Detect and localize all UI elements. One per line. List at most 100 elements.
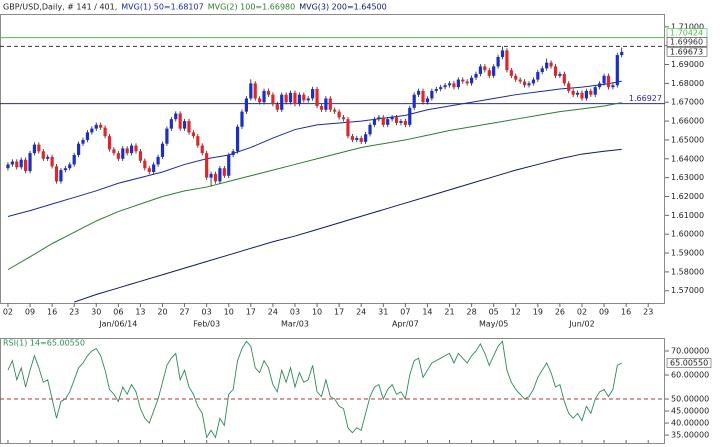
candle-body bbox=[518, 79, 522, 82]
candle-body bbox=[288, 92, 293, 103]
candle-body bbox=[469, 77, 474, 84]
x-tick-label: 02 bbox=[3, 308, 13, 317]
month-label: Feb/03 bbox=[193, 320, 220, 329]
candle-body bbox=[417, 90, 421, 95]
candle-body bbox=[297, 94, 301, 105]
rsi-panel bbox=[0, 338, 665, 444]
x-tick-label: 09 bbox=[599, 308, 609, 317]
candle-body bbox=[522, 81, 527, 86]
candle-body bbox=[54, 166, 59, 182]
candle-body bbox=[461, 79, 465, 82]
rsi-y-tick-label: 40.00000 bbox=[671, 419, 709, 428]
candle-body bbox=[81, 139, 85, 144]
candle-body bbox=[412, 94, 416, 108]
candle-body bbox=[249, 83, 253, 99]
candle-body bbox=[333, 109, 337, 112]
rsi-y-tick-label: 60.00000 bbox=[671, 371, 709, 380]
month-label: May/05 bbox=[479, 320, 508, 329]
x-tick-label: 06 bbox=[113, 308, 123, 317]
level-label-box bbox=[666, 37, 708, 47]
candle-body bbox=[209, 173, 213, 178]
month-label: Mar/03 bbox=[281, 320, 309, 329]
candle-body bbox=[589, 90, 593, 95]
indicator-label: MVG(3) 200=1.64500 bbox=[299, 3, 387, 12]
main-plot bbox=[0, 37, 665, 303]
candle-body bbox=[359, 138, 363, 142]
candle-body bbox=[377, 117, 381, 120]
x-tick-label: 20 bbox=[157, 308, 167, 317]
rsi-y-tick-label: 70.00000 bbox=[671, 346, 709, 355]
candle-body bbox=[328, 98, 332, 110]
y-tick-label: 1.65000 bbox=[671, 135, 704, 144]
candle-body bbox=[346, 119, 350, 137]
candle-body bbox=[156, 156, 160, 165]
x-tick-label: 26 bbox=[555, 308, 565, 317]
moving-average bbox=[74, 148, 622, 303]
labels: MVG(1) 50=1.68107 MVG(2) 100=1.66980 MVG(3… bbox=[3, 3, 712, 443]
candle-body bbox=[231, 151, 235, 156]
candle-body bbox=[500, 50, 505, 57]
y-tick-label: 1.61000 bbox=[671, 211, 704, 220]
candle-body bbox=[235, 126, 240, 152]
candle-body bbox=[620, 51, 624, 56]
x-tick-label: 19 bbox=[533, 308, 543, 317]
candle-body bbox=[6, 164, 10, 169]
candle-body bbox=[421, 90, 425, 103]
candle-body bbox=[24, 159, 28, 172]
x-tick-label: 27 bbox=[179, 308, 189, 317]
y-tick-label: 1.59000 bbox=[671, 249, 704, 258]
candle-body bbox=[443, 85, 447, 88]
candle-body bbox=[41, 151, 45, 159]
rsi-plot bbox=[0, 340, 665, 439]
candle-body bbox=[536, 72, 540, 80]
rsi-line bbox=[7, 340, 622, 439]
y-tick-label: 1.58000 bbox=[671, 267, 704, 276]
x-tick-label: 10 bbox=[312, 308, 322, 317]
level-label: 1.69960 bbox=[670, 37, 703, 46]
candle-body bbox=[103, 127, 107, 137]
candle-body bbox=[37, 144, 41, 152]
moving-average bbox=[7, 102, 622, 271]
indicator-label: MVG(2) 100=1.66980 bbox=[208, 3, 296, 12]
candle-body bbox=[615, 55, 619, 86]
rsi-y-tick-label: 50.00000 bbox=[671, 395, 709, 404]
candle-body bbox=[545, 62, 549, 69]
candle-body bbox=[59, 170, 63, 182]
candle-body bbox=[368, 124, 372, 135]
y-tick-label: 1.67000 bbox=[671, 98, 704, 107]
candle-body bbox=[169, 119, 173, 129]
candle-body bbox=[483, 66, 487, 71]
candle-body bbox=[465, 81, 469, 84]
y-tick-label: 1.60000 bbox=[671, 230, 704, 239]
candle-body bbox=[386, 119, 390, 125]
candle-body bbox=[611, 85, 615, 88]
x-tick-label: 28 bbox=[466, 308, 476, 317]
candle-body bbox=[112, 149, 116, 154]
candle-body bbox=[434, 89, 438, 91]
candle-body bbox=[558, 73, 562, 76]
candle-body bbox=[571, 90, 575, 95]
x-tick-label: 07 bbox=[400, 308, 410, 317]
candle-body bbox=[350, 136, 354, 140]
level-label: 1.66927 bbox=[629, 94, 662, 103]
candle-body bbox=[341, 117, 346, 120]
candle-body bbox=[125, 148, 129, 154]
candle-body bbox=[116, 153, 120, 159]
candle-body bbox=[165, 128, 169, 144]
y-tick-label: 1.63000 bbox=[671, 173, 704, 182]
x-tick-label: 24 bbox=[356, 308, 366, 317]
x-tick-label: 17 bbox=[246, 308, 256, 317]
candle-body bbox=[319, 105, 324, 110]
candle-body bbox=[284, 94, 288, 103]
candle-body bbox=[15, 161, 19, 168]
candle-body bbox=[355, 138, 359, 140]
candle-body bbox=[474, 73, 478, 78]
candle-body bbox=[152, 164, 156, 172]
x-tick-label: 10 bbox=[224, 308, 234, 317]
x-tick-label: 14 bbox=[422, 308, 432, 317]
y-tick-label: 1.62000 bbox=[671, 192, 704, 201]
rsi-last-box bbox=[666, 358, 712, 368]
x-tick-label: 23 bbox=[643, 308, 653, 317]
candle-body bbox=[244, 98, 248, 112]
indicator-label: MVG(1) 50=1.68107 bbox=[121, 3, 203, 12]
